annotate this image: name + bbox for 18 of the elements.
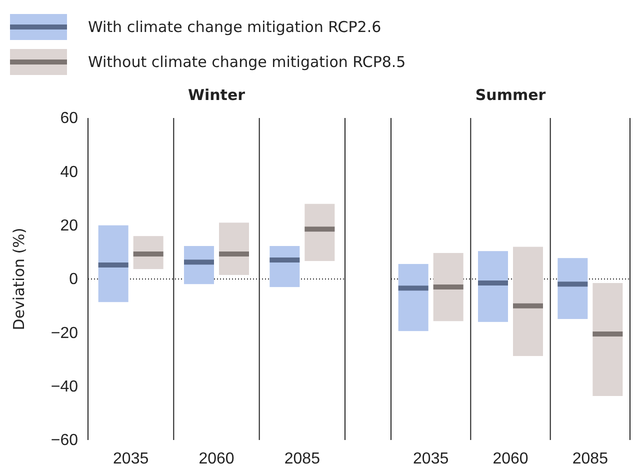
y-axis-title: Deviation (%)	[10, 228, 28, 330]
legend-label: With climate change mitigation RCP2.6	[88, 18, 382, 36]
x-tick-label: 2035	[113, 450, 149, 468]
x-tick-label: 2060	[198, 450, 234, 468]
y-tick-label: −60	[50, 432, 78, 450]
y-tick-label: 60	[60, 110, 78, 128]
x-tick-label: 2035	[413, 450, 449, 468]
y-tick-label: 0	[69, 271, 78, 288]
y-tick-label: −40	[50, 378, 78, 396]
y-tick-label: 20	[60, 217, 78, 234]
legend-label: Without climate change mitigation RCP8.5	[88, 53, 406, 71]
y-tick-label: 40	[60, 164, 78, 181]
x-tick-label: 2085	[572, 450, 608, 468]
x-tick-label: 2085	[284, 450, 320, 468]
y-tick-label: −20	[50, 324, 78, 342]
chart-title: Winter	[188, 86, 246, 104]
chart-title: Summer	[475, 86, 546, 104]
x-tick-label: 2060	[492, 450, 528, 468]
